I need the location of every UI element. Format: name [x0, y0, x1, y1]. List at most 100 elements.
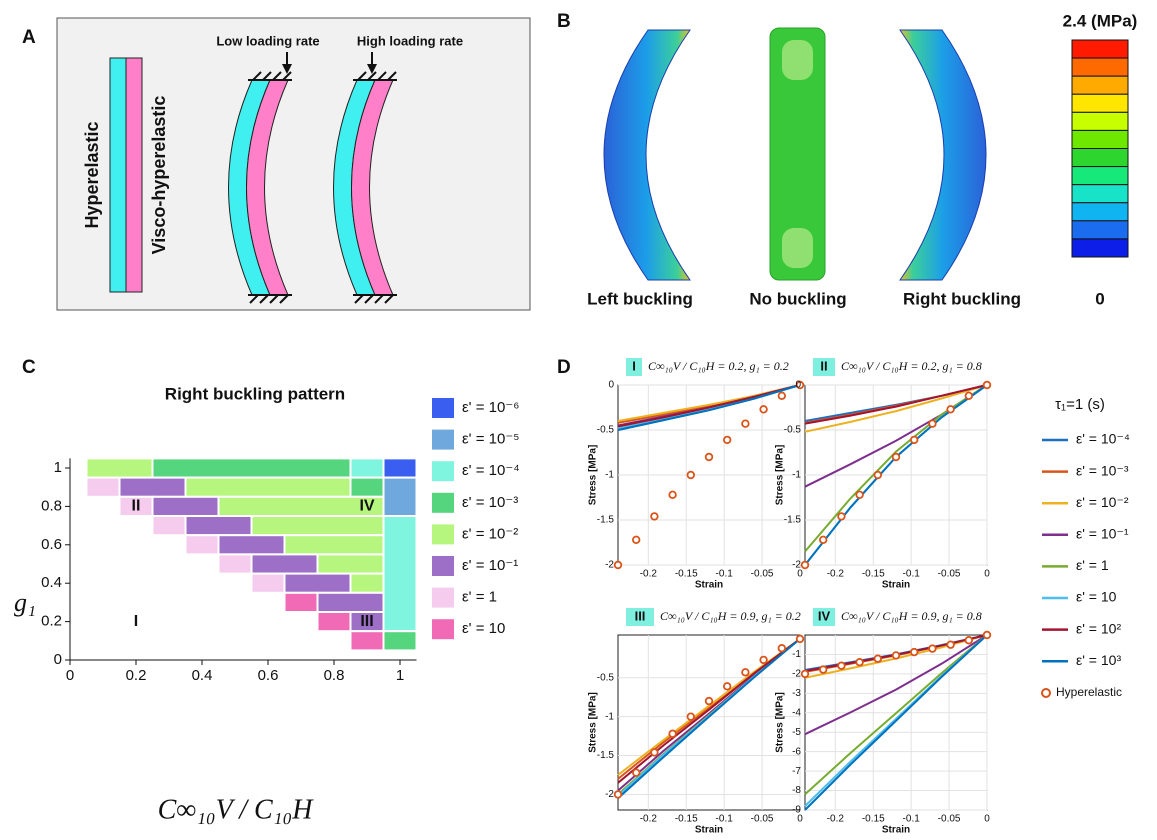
phase-cell: [283, 591, 319, 613]
phase-cell: [250, 572, 286, 594]
y-tick-label: -8: [792, 785, 801, 796]
x-tick-label: 0: [797, 814, 803, 825]
hyperelastic-marker: [891, 651, 901, 660]
phase-cell: [217, 553, 253, 575]
hyperelastic-marker: [946, 640, 955, 649]
visco-layer: [125, 57, 143, 293]
x-axis-label: Strain: [882, 825, 910, 836]
x-tick-label: -0.1: [716, 814, 734, 825]
hatch: [367, 71, 377, 81]
hyperelastic-marker: [704, 696, 714, 706]
x-axis-label: Strain: [695, 580, 723, 591]
y-tick-label: -1.5: [597, 750, 615, 761]
hyperelastic-marker: [741, 419, 750, 428]
legend-swatch: [432, 461, 454, 482]
phase-cell: [382, 515, 418, 633]
x-tick-label: -0.05: [938, 569, 961, 580]
hyperelastic-marker: [928, 644, 937, 653]
y-tick-label: -2: [792, 560, 801, 571]
x-axis-label: Strain: [695, 825, 723, 836]
phase-cell: [217, 534, 286, 556]
y-tick-label: -3: [792, 688, 801, 699]
phase-cell: [184, 515, 253, 537]
phase-cell: [184, 534, 220, 556]
arrow-head: [367, 64, 377, 74]
x-tick-label: -0.1: [903, 569, 921, 580]
hyperelastic-marker: [928, 419, 937, 428]
right-buckling-shape: [899, 29, 987, 281]
hyperelastic-marker: [964, 636, 973, 645]
x-axis-label: C∞₁₀V / C₁₀H: [158, 794, 315, 825]
legend-swatch: [432, 524, 454, 545]
phase-cell: [250, 515, 385, 537]
x-tick-label: 0: [984, 814, 990, 825]
phase-cell: [349, 476, 385, 498]
hyperelastic-marker: [800, 560, 810, 570]
y-tick-label: -6: [792, 746, 801, 757]
hyperelastic-marker: [982, 630, 992, 640]
hatch: [357, 71, 367, 81]
hatch: [272, 71, 282, 81]
hyperelastic-marker: [795, 380, 805, 390]
x-tick-label: -0.2: [640, 814, 658, 825]
series-line: [804, 384, 988, 433]
legend-swatch: [432, 556, 454, 576]
hatch: [354, 294, 364, 304]
legend-label: ε' = 10⁻²: [462, 525, 518, 542]
y-axis-label: Stress [MPa]: [775, 692, 786, 753]
stress-patch: [782, 228, 813, 268]
series-line: [804, 634, 988, 736]
phase-cell: [316, 611, 352, 633]
no-buckling-shape: [769, 27, 826, 281]
panel-title: C∞₁₀V / C₁₀H = 0.2, g₁ = 0.8: [841, 359, 982, 373]
hatch: [364, 294, 374, 304]
hatch: [249, 294, 259, 304]
hatch: [259, 294, 269, 304]
hyperelastic-marker: [891, 452, 901, 462]
hyperelastic-marker: [668, 729, 677, 738]
region-label: I: [134, 613, 138, 630]
x-tick-label: 0: [984, 569, 990, 580]
region-label: IV: [359, 498, 374, 515]
legend-marker: [1041, 688, 1051, 698]
hyperelastic-marker: [795, 634, 805, 644]
caption: No buckling: [749, 289, 846, 308]
colorbar: [1071, 39, 1129, 258]
phase-cell: [151, 515, 187, 537]
hatch: [387, 71, 397, 81]
panel-badge: [626, 608, 654, 626]
stress-patch: [782, 40, 813, 80]
y-tick-label: 0: [608, 380, 614, 391]
series-line: [617, 384, 801, 428]
hatch: [262, 71, 272, 81]
y-tick-label: -2: [605, 789, 614, 800]
colorbar-max: 2.4 (MPa): [1063, 11, 1138, 30]
x-tick-label: 0: [66, 667, 74, 684]
legend-label: Hyperelastic: [1056, 685, 1122, 699]
panel-title: C∞₁₀V / C₁₀H = 0.9, g₁ = 0.2: [660, 609, 801, 623]
phase-cell: [349, 630, 385, 652]
x-tick-label: -0.15: [862, 569, 885, 580]
supports: [248, 52, 397, 304]
colorbar-swatch: [1071, 129, 1129, 150]
panel-label: C: [22, 357, 36, 378]
series-line: [804, 634, 988, 811]
hyperelastic-marker: [910, 647, 919, 657]
colorbar-swatch: [1071, 220, 1129, 240]
y-tick-label: -0.5: [597, 425, 615, 436]
y-tick-label: -9: [792, 805, 801, 816]
series-line: [617, 384, 801, 431]
x-tick-label: 0.6: [258, 667, 279, 684]
x-axis-label: Strain: [882, 580, 910, 591]
y-tick-label: -7: [792, 766, 801, 777]
colorbar-swatch: [1071, 75, 1129, 95]
x-tick-label: 0: [797, 569, 803, 580]
hyperelastic-marker: [759, 405, 768, 414]
phase-cell: [382, 457, 418, 479]
hyperelastic-layer: [109, 57, 127, 293]
phase-cell: [118, 476, 187, 498]
hyperelastic-marker: [613, 790, 623, 799]
hyperelastic-marker: [855, 490, 864, 499]
y-tick-label: -1: [605, 711, 614, 722]
